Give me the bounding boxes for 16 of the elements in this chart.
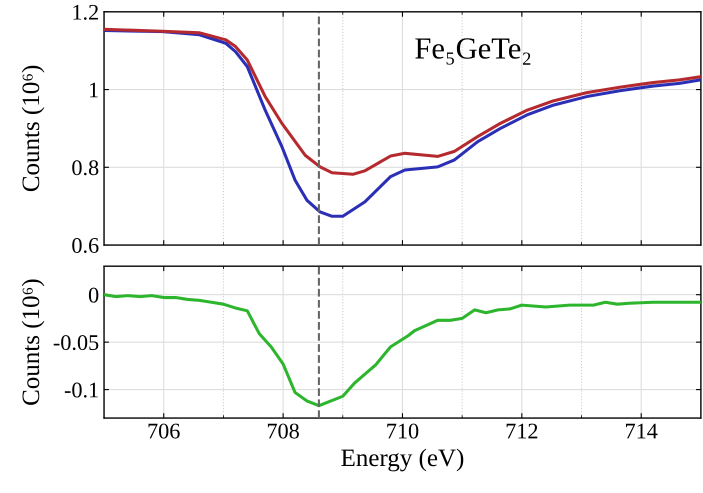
y-tick-label: -0.1 [64,382,98,398]
y-tick-label: 0 [88,288,98,303]
x-tick-label: 710 [387,424,418,439]
y-axis-title: Counts (10⁶) [22,66,44,192]
y-tick-label: 0.6 [72,238,99,254]
y-tick-label: -0.05 [54,335,98,350]
y-tick-label: 0.8 [72,160,98,176]
x-tick-label: 706 [148,424,180,439]
y-axis-title: Counts (10⁶) [22,280,44,405]
x-tick-label: 714 [626,424,658,438]
y-tick-label: 1.2 [73,4,98,20]
annotation: Fe₅GeTe₂ [415,38,530,65]
y-tick-label: 1 [90,82,98,98]
x-tick-label: 712 [506,424,538,438]
x-axis-title: Energy (eV) [341,448,464,472]
x-tick-label: 708 [268,424,299,439]
